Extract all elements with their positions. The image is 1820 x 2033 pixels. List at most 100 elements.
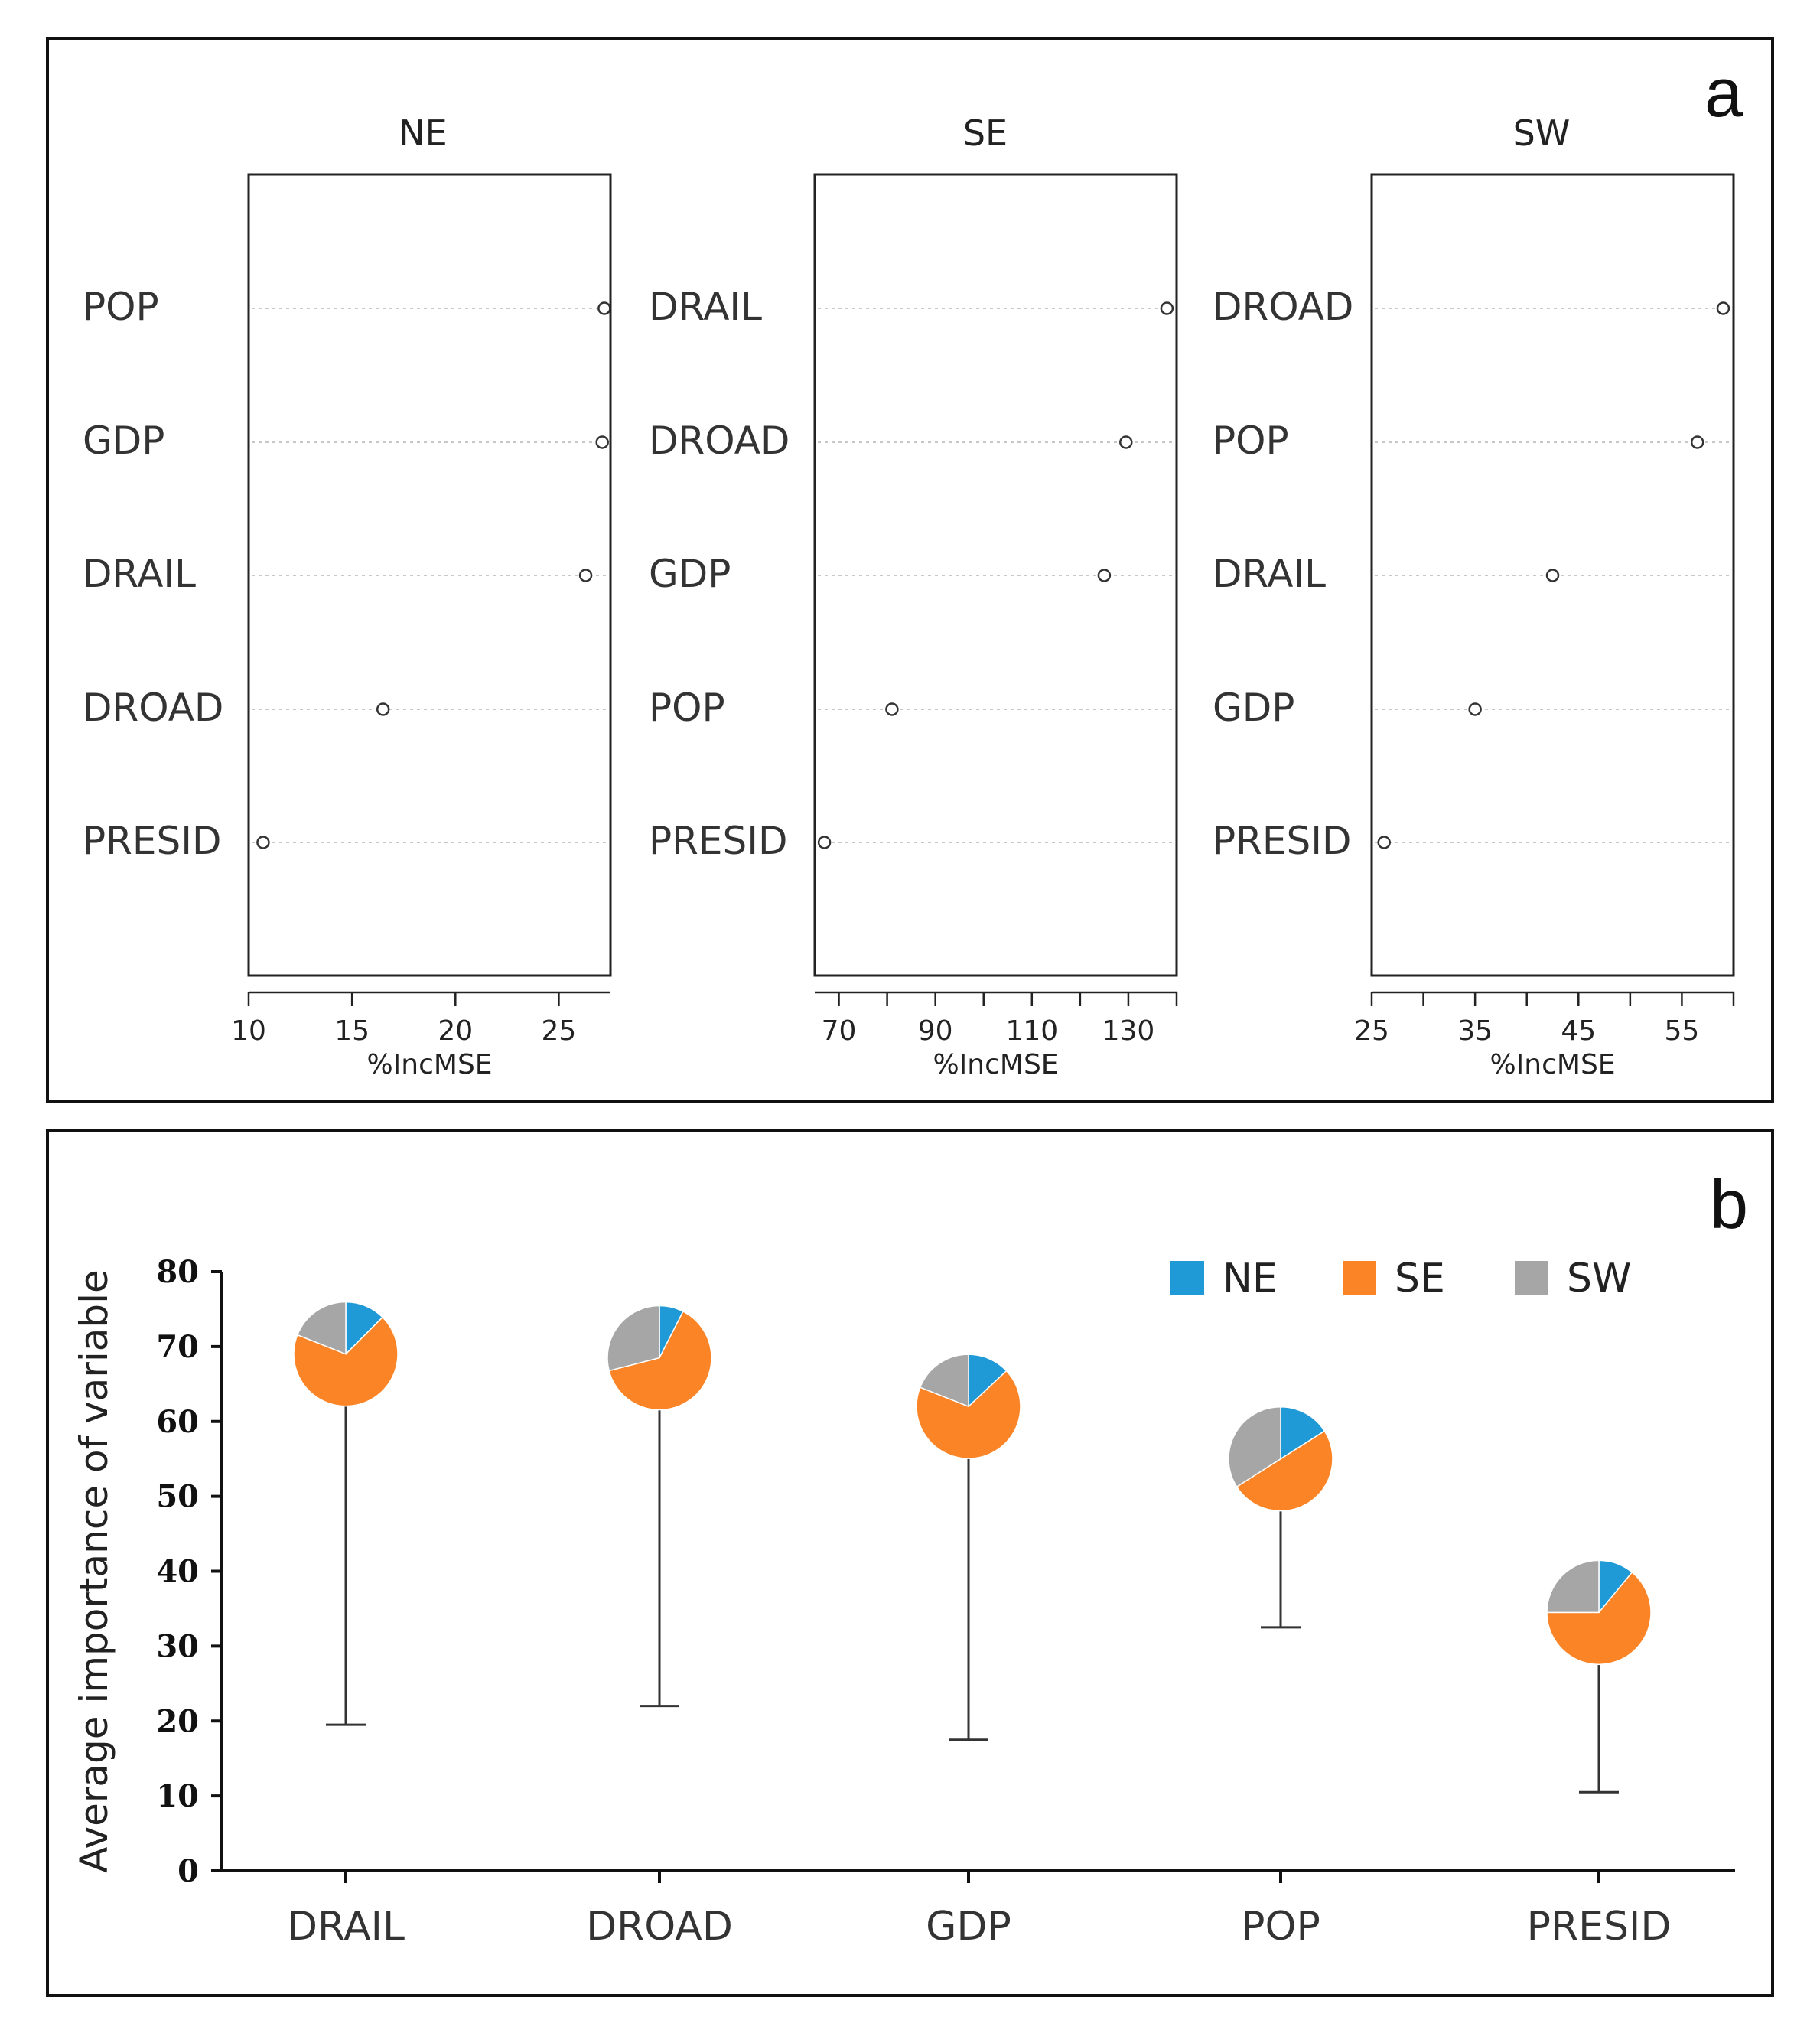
y-tick-label: 30 — [156, 1628, 199, 1664]
dotplot-tick-label: 35 — [1457, 1015, 1493, 1047]
panel-b-letter: b — [1710, 1167, 1748, 1243]
lollipop-droad: DROAD — [586, 1305, 733, 1950]
dotplot-point — [1097, 569, 1112, 582]
dotplot-tick-label: 70 — [822, 1015, 857, 1047]
pie-slice-ne — [968, 1354, 1008, 1408]
pie-slice-se — [293, 1316, 399, 1407]
dotplot-title: SW — [1513, 112, 1571, 154]
dotplot-variable-label: GDP — [83, 419, 164, 463]
dotplot-variable-label: DROAD — [649, 419, 790, 463]
dotplot-tick-label: 110 — [1005, 1015, 1058, 1047]
pie-slice-sw — [1228, 1406, 1281, 1488]
dotplot-point — [1716, 301, 1730, 315]
dotplot-point — [1119, 435, 1133, 449]
dotplot-variable-label: DRAIL — [649, 285, 762, 329]
x-category-label: GDP — [926, 1904, 1011, 1950]
dotplot-point — [1377, 836, 1391, 849]
dotplot-tick-label: 90 — [918, 1015, 953, 1047]
dotplot-sw: SW DROAD POP DRAIL GDP PRESID 25 35 45 55 %IncMSE — [1213, 112, 1735, 1080]
dotplot-variable-label: PRESID — [649, 819, 787, 863]
dotplot-x-label: %IncMSE — [366, 1049, 492, 1080]
dotplot-frame — [813, 173, 1178, 977]
pie-slice-sw — [1546, 1559, 1600, 1614]
dotplot-frame — [1370, 173, 1735, 977]
dotplot-se: SE DRAIL DROAD GDP POP PRESID 70 90 110 130 %IncMS… — [649, 112, 1178, 1080]
dotplot-variable-label: PRESID — [83, 819, 221, 863]
dotplot-variable-label: GDP — [1213, 686, 1294, 730]
dotplot-variable-label: POP — [83, 285, 159, 329]
dotplot-frame — [247, 173, 612, 977]
dotplot-tick-label: 15 — [334, 1015, 370, 1047]
y-tick-label: 10 — [156, 1778, 199, 1814]
dotplot-variable-label: DRAIL — [83, 552, 196, 596]
dotplot-tick-label: 20 — [438, 1015, 473, 1047]
lollipop-drail: DRAIL — [287, 1301, 405, 1950]
dotplot-variable-label: GDP — [649, 552, 731, 596]
panel-b-lollipop-pies: 0 10 20 30 40 50 60 70 80 Average importance of v… — [72, 1254, 1735, 1950]
legend-label-se: SE — [1395, 1256, 1445, 1302]
dotplot-tick-label: 45 — [1561, 1015, 1596, 1047]
y-tick-label: 50 — [156, 1479, 199, 1515]
dotplot-point — [1545, 569, 1560, 582]
dotplot-x-label: %IncMSE — [933, 1049, 1058, 1080]
pie-slice-sw — [296, 1301, 347, 1355]
legend-swatch-ne — [1170, 1261, 1204, 1295]
legend-label-ne: NE — [1223, 1256, 1278, 1302]
dotplot-point — [1468, 702, 1482, 716]
lollipop-gdp: GDP — [916, 1354, 1021, 1950]
dotplot-tick-label: 10 — [231, 1015, 266, 1047]
panel-a-letter: a — [1704, 55, 1743, 132]
dotplot-point — [597, 301, 611, 315]
dotplot-point — [578, 569, 593, 582]
y-tick-label: 60 — [156, 1404, 199, 1440]
dotplot-point — [1690, 435, 1704, 449]
legend-swatch-se — [1343, 1261, 1376, 1295]
lollipop-presid: PRESID — [1527, 1559, 1672, 1950]
dotplot-ne: NE POP GDP DRAIL DROAD PRESID 10 15 20 25 %IncMSE — [83, 112, 612, 1080]
dotplot-variable-label: DRAIL — [1213, 552, 1326, 596]
pie-slice-se — [608, 1310, 712, 1411]
dotplot-point — [595, 435, 609, 449]
dotplot-point — [256, 836, 270, 849]
dotplot-tick-label: 25 — [1354, 1015, 1389, 1047]
dotplot-variable-label: PRESID — [1213, 819, 1351, 863]
panel-a-frame — [46, 37, 1774, 1103]
dotplot-title: SE — [963, 112, 1008, 154]
dotplot-tick-label: 55 — [1665, 1015, 1700, 1047]
y-tick-label: 40 — [156, 1554, 199, 1590]
pie-slice-sw — [919, 1354, 969, 1408]
legend-label-sw: SW — [1567, 1256, 1631, 1302]
dotplot-point — [885, 702, 899, 716]
dotplot-title: NE — [399, 112, 447, 154]
pie-slice-se — [916, 1370, 1021, 1459]
y-axis-label: Average importance of variable — [72, 1269, 116, 1873]
x-category-label: DROAD — [586, 1904, 733, 1950]
x-category-label: POP — [1241, 1904, 1320, 1950]
y-tick-label: 70 — [156, 1329, 199, 1365]
dotplot-variable-label: POP — [1213, 419, 1289, 463]
x-category-label: DRAIL — [287, 1904, 405, 1950]
dotplot-tick-label: 130 — [1102, 1015, 1155, 1047]
dotplot-point — [1160, 301, 1174, 315]
legend: NE SE SW — [1170, 1256, 1631, 1302]
pie-slice-se — [1236, 1430, 1333, 1511]
x-category-label: PRESID — [1527, 1904, 1672, 1950]
dotplot-variable-label: DROAD — [1213, 285, 1353, 329]
dotplot-point — [376, 702, 390, 716]
dotplot-variable-label: POP — [649, 686, 725, 730]
y-tick-label: 0 — [177, 1853, 199, 1889]
lollipop-pop: POP — [1228, 1406, 1333, 1950]
panel-b-frame — [46, 1129, 1774, 1997]
y-tick-label: 80 — [156, 1254, 199, 1290]
pie-slice-sw — [607, 1305, 660, 1372]
dotplot-tick-label: 25 — [542, 1015, 577, 1047]
dotplot-point — [817, 836, 832, 849]
legend-swatch-sw — [1515, 1261, 1548, 1295]
pie-slice-ne — [1280, 1406, 1326, 1461]
dotplot-x-label: %IncMSE — [1490, 1049, 1615, 1080]
dotplot-variable-label: DROAD — [83, 686, 223, 730]
pie-slice-se — [1546, 1571, 1652, 1666]
y-tick-label: 20 — [156, 1703, 199, 1739]
